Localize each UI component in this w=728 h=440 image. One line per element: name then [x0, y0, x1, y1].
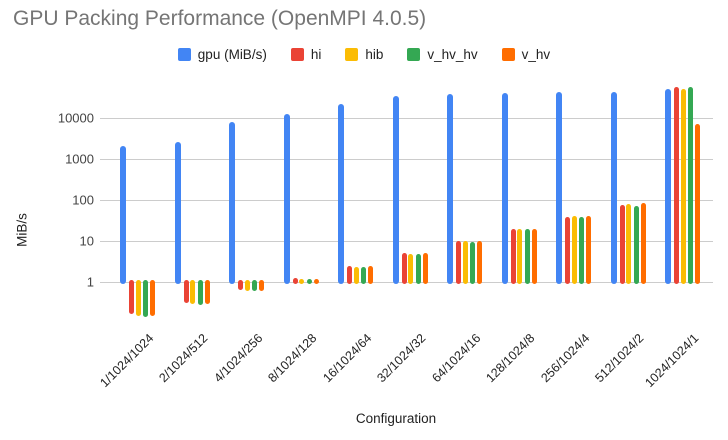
legend-label: v_hv: [521, 46, 551, 62]
bar[interactable]: [143, 280, 148, 317]
bar[interactable]: [347, 265, 352, 284]
bar[interactable]: [150, 280, 155, 316]
bar[interactable]: [680, 88, 686, 284]
bar[interactable]: [252, 280, 257, 291]
bar[interactable]: [129, 280, 134, 314]
bar[interactable]: [292, 278, 298, 284]
legend-item-hib: hib: [345, 47, 383, 62]
x-tick-label: 512/1024/2: [592, 331, 647, 386]
bar[interactable]: [238, 280, 243, 290]
gridline: [100, 118, 713, 119]
legend-item-v-hv-hv: v_hv_hv: [407, 46, 478, 62]
bar[interactable]: [415, 254, 421, 284]
legend-label: gpu (MiB/s): [197, 46, 267, 62]
x-tick-label: 128/1024/8: [483, 331, 538, 386]
gridline: [100, 200, 713, 201]
legend-swatch-icon: [345, 47, 359, 61]
y-tick-label: 1000: [65, 151, 94, 167]
x-tick-label: 256/1024/4: [538, 331, 593, 386]
bar[interactable]: [204, 280, 210, 305]
y-tick-label: 100: [72, 192, 94, 208]
x-tick-label: 8/1024/128: [265, 331, 320, 386]
bar[interactable]: [313, 278, 319, 284]
legend-label: hib: [365, 46, 384, 62]
bar[interactable]: [470, 241, 475, 284]
legend-label: v_hv_hv: [427, 46, 478, 62]
bar[interactable]: [183, 280, 189, 303]
bar[interactable]: [626, 203, 632, 284]
bar[interactable]: [306, 278, 312, 284]
bar[interactable]: [501, 92, 508, 284]
bar[interactable]: [531, 228, 537, 284]
bar[interactable]: [619, 204, 625, 284]
bar[interactable]: [368, 266, 373, 284]
x-tick-label: 1/1024/1024: [97, 331, 157, 391]
legend: gpu (MiB/s) hi hib v_hv_hv v_hv: [0, 44, 728, 64]
bar[interactable]: [610, 92, 617, 284]
chart-title: GPU Packing Performance (OpenMPI 4.0.5): [13, 7, 427, 30]
y-tick-label: 1: [86, 274, 94, 290]
bar[interactable]: [283, 114, 290, 284]
x-tick-label: 1024/1024/1: [642, 331, 702, 391]
bar[interactable]: [361, 267, 366, 284]
legend-item-hi: hi: [290, 46, 322, 62]
bar[interactable]: [517, 228, 523, 284]
legend-swatch-icon: [177, 47, 191, 61]
bar[interactable]: [556, 91, 562, 284]
x-tick-label: 32/1024/32: [374, 331, 429, 386]
bar[interactable]: [422, 253, 428, 284]
bar[interactable]: [633, 206, 639, 284]
bar[interactable]: [408, 254, 414, 284]
gridline: [100, 159, 713, 160]
bar[interactable]: [579, 217, 584, 284]
legend-item-gpu-mib-s-: gpu (MiB/s): [177, 46, 267, 62]
bar[interactable]: [462, 241, 468, 284]
y-axis-title: MiB/s: [14, 213, 30, 247]
bar[interactable]: [640, 203, 646, 284]
x-tick-label: 16/1024/64: [320, 331, 375, 386]
bar[interactable]: [338, 103, 344, 284]
bar[interactable]: [174, 141, 181, 284]
bar[interactable]: [665, 89, 671, 284]
legend-swatch-icon: [501, 47, 515, 61]
legend-item-v-hv: v_hv: [501, 46, 551, 62]
x-axis-title: Configuration: [355, 411, 437, 426]
bar[interactable]: [565, 217, 570, 284]
legend-label: hi: [310, 46, 322, 62]
y-tick-label: 10: [79, 233, 94, 249]
bar[interactable]: [259, 280, 264, 291]
bar[interactable]: [524, 228, 530, 284]
bar[interactable]: [229, 121, 235, 284]
bar[interactable]: [353, 267, 359, 284]
bar[interactable]: [401, 253, 407, 284]
bar[interactable]: [244, 280, 250, 291]
bar[interactable]: [510, 228, 516, 284]
bar[interactable]: [135, 280, 141, 316]
bar[interactable]: [392, 96, 399, 284]
bar[interactable]: [120, 145, 126, 284]
x-tick-label: 2/1024/512: [156, 331, 211, 386]
y-tick-label: 10000: [57, 110, 94, 126]
bar[interactable]: [688, 87, 693, 284]
bar[interactable]: [571, 216, 577, 284]
x-tick-label: 4/1024/256: [211, 331, 266, 386]
gridline: [100, 282, 713, 283]
bar[interactable]: [299, 278, 305, 284]
bar[interactable]: [456, 241, 461, 284]
bar[interactable]: [190, 280, 196, 305]
x-tick-label: 64/1024/16: [429, 331, 484, 386]
bar[interactable]: [447, 94, 453, 284]
bar[interactable]: [197, 280, 203, 305]
bar[interactable]: [695, 124, 700, 284]
bar[interactable]: [477, 241, 482, 284]
bar[interactable]: [586, 216, 591, 284]
gridline: [100, 241, 713, 242]
legend-swatch-icon: [290, 47, 304, 61]
legend-swatch-icon: [407, 47, 421, 61]
bar[interactable]: [674, 86, 679, 284]
